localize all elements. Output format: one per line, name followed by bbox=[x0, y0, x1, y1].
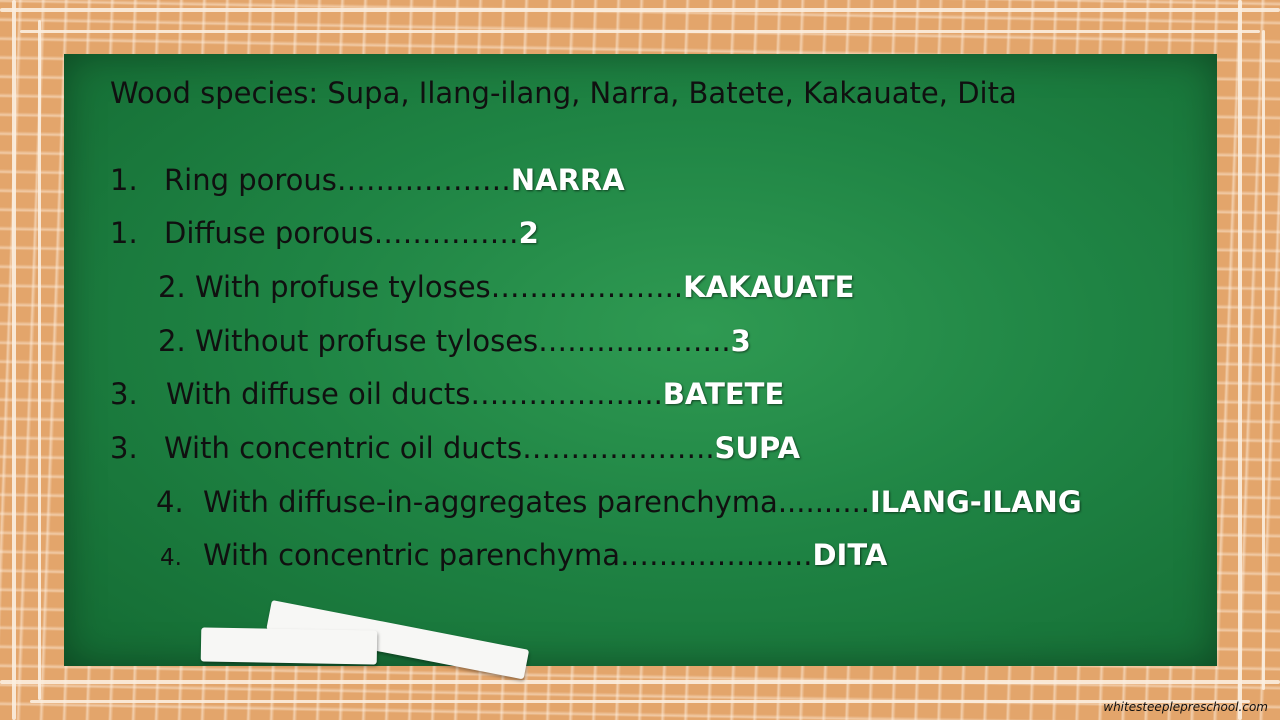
key-row: 4. With concentric parenchyma………………..DITA bbox=[160, 537, 887, 576]
key-answer: ILANG-ILANG bbox=[870, 485, 1082, 519]
key-answer: SUPA bbox=[714, 431, 801, 465]
frame-streak bbox=[38, 20, 41, 700]
key-number: 2. bbox=[158, 270, 186, 304]
key-number: 1. bbox=[110, 216, 138, 250]
frame-streak bbox=[1262, 30, 1265, 690]
key-row: 2. With profuse tyloses………………..KAKAUATE bbox=[158, 269, 854, 305]
key-row: 3. With diffuse oil ducts………………..BATETE bbox=[110, 376, 784, 412]
key-number: 4. bbox=[156, 485, 184, 519]
key-description: Without profuse tyloses……………….. bbox=[195, 324, 731, 358]
key-answer: KAKAUATE bbox=[683, 270, 855, 304]
key-row: 4. With diffuse-in-aggregates parenchyma.… bbox=[156, 484, 1082, 520]
key-row: 1. Diffuse porous……………2 bbox=[110, 215, 539, 251]
key-answer: NARRA bbox=[510, 163, 625, 197]
key-description: With concentric oil ducts……………….. bbox=[164, 431, 715, 465]
key-number: 2. bbox=[158, 324, 186, 358]
key-description: Ring porous……………… bbox=[164, 163, 511, 197]
chalk-stick bbox=[200, 627, 378, 665]
key-row: 2. Without profuse tyloses………………..3 bbox=[158, 323, 751, 359]
key-answer: 2 bbox=[518, 216, 539, 250]
key-answer: BATETE bbox=[662, 377, 785, 411]
frame-streak bbox=[0, 8, 1280, 12]
key-description: Diffuse porous…………… bbox=[164, 216, 519, 250]
key-answer: DITA bbox=[812, 538, 888, 572]
frame-streak bbox=[0, 680, 1280, 684]
key-number: 1. bbox=[110, 163, 138, 197]
frame-streak bbox=[30, 700, 1250, 703]
key-description: With diffuse oil ducts……………….. bbox=[166, 377, 663, 411]
watermark-text: whitesteeplepreschool.com bbox=[1103, 700, 1268, 714]
frame-streak bbox=[20, 30, 1260, 33]
key-answer: 3 bbox=[730, 324, 751, 358]
species-header: Wood species: Supa, Ilang-ilang, Narra, … bbox=[110, 76, 1017, 110]
frame-streak bbox=[12, 0, 16, 720]
chalkboard bbox=[64, 54, 1217, 666]
key-row: 1. Ring porous………………NARRA bbox=[110, 162, 625, 198]
key-number: 3. bbox=[110, 377, 138, 411]
key-number: 4. bbox=[160, 545, 182, 571]
frame-streak bbox=[1238, 0, 1242, 720]
key-description: With concentric parenchyma……………….. bbox=[203, 538, 813, 572]
key-row: 3. With concentric oil ducts………………..SUPA bbox=[110, 430, 800, 466]
key-number: 3. bbox=[110, 431, 138, 465]
key-description: With diffuse-in-aggregates parenchyma...… bbox=[203, 485, 871, 519]
key-description: With profuse tyloses……………….. bbox=[195, 270, 684, 304]
